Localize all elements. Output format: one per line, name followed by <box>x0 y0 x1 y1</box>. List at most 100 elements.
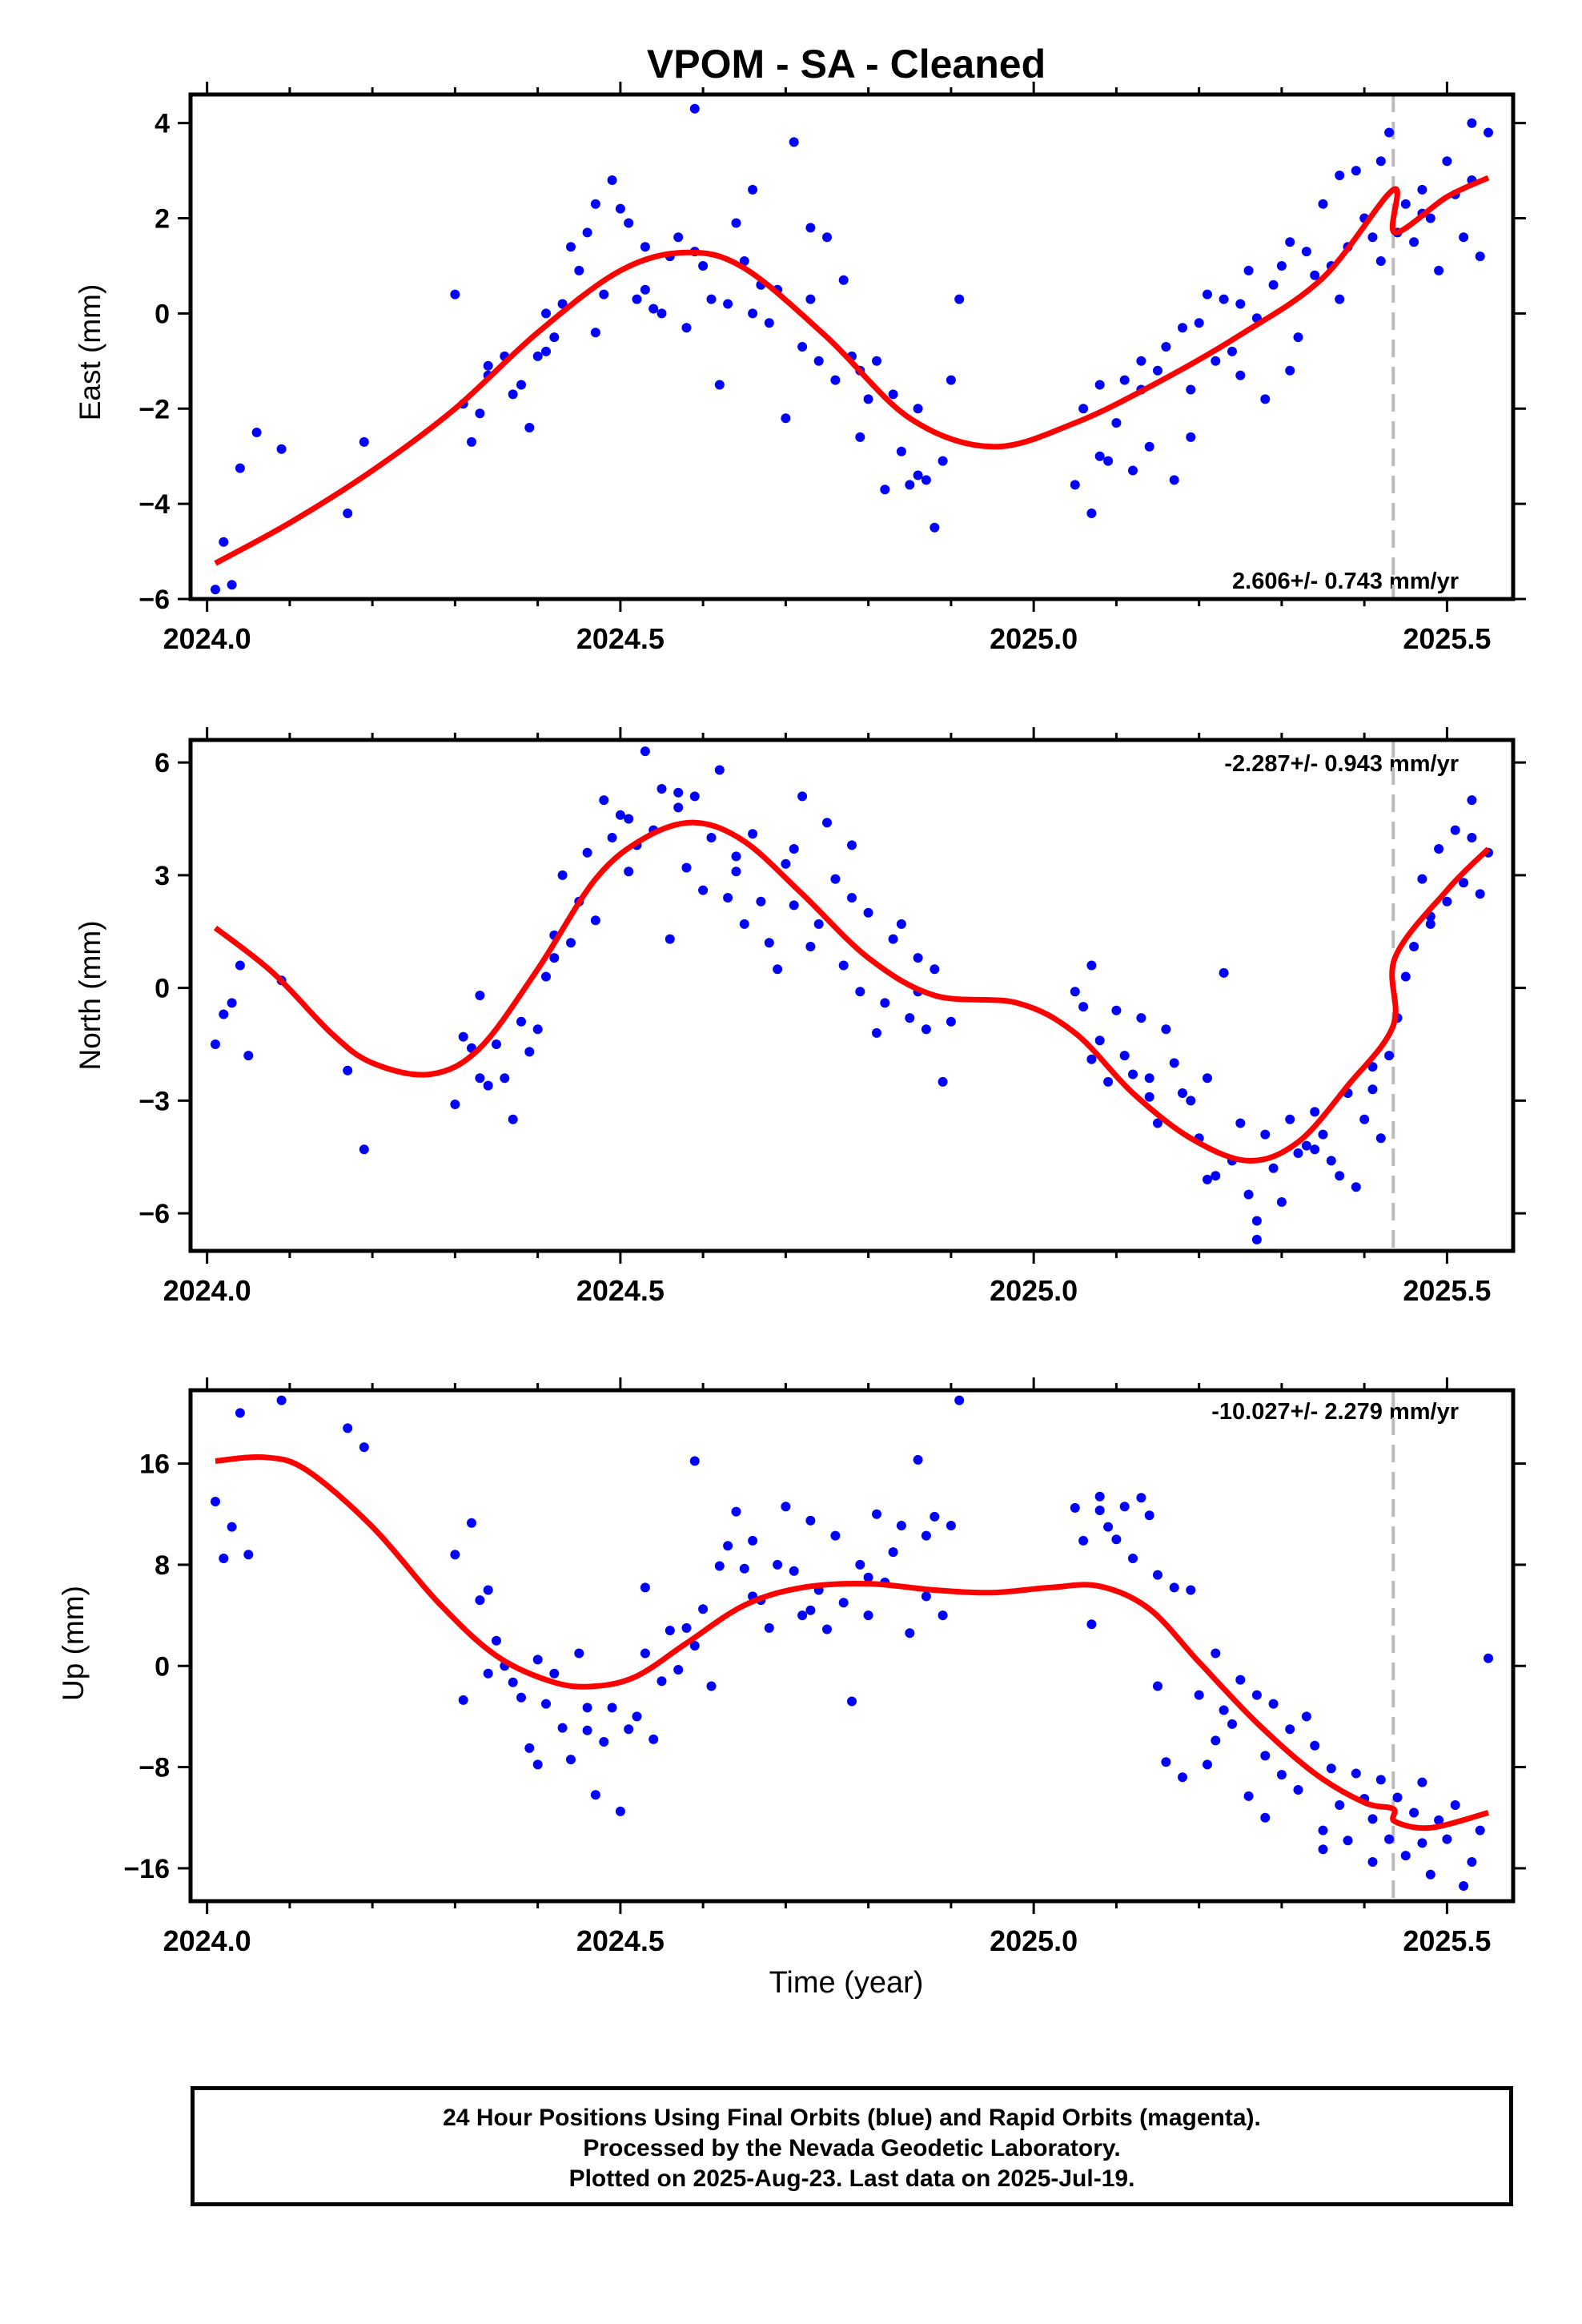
data-point <box>276 1395 287 1405</box>
x-tick-label: 2025.5 <box>1403 1924 1491 1957</box>
data-point <box>1070 480 1080 490</box>
data-point <box>1243 265 1254 275</box>
x-axis-label: Time (year) <box>769 1966 924 2000</box>
data-point <box>1161 1757 1171 1767</box>
data-point <box>706 833 717 842</box>
data-point <box>938 1610 948 1621</box>
data-point <box>1194 318 1204 328</box>
data-point <box>773 964 783 975</box>
data-point <box>1417 1777 1427 1787</box>
data-point <box>714 765 725 775</box>
data-point <box>673 787 684 798</box>
panel-east: East (mm) 2.606+/- 0.743 mm/yr <box>74 284 1459 594</box>
panel-east-ylabel: East (mm) <box>74 284 106 421</box>
data-point <box>731 218 741 228</box>
data-point <box>1136 1493 1146 1503</box>
data-point <box>632 1711 642 1722</box>
data-point <box>1243 1189 1254 1200</box>
data-point <box>946 1016 956 1027</box>
data-point <box>847 893 857 903</box>
data-point <box>1153 1570 1162 1580</box>
y-tick-label: −6 <box>139 585 170 615</box>
data-point <box>1078 1002 1089 1012</box>
data-point <box>1251 1216 1262 1226</box>
data-point <box>946 1521 956 1530</box>
data-point <box>1078 404 1089 414</box>
data-point <box>1086 1619 1097 1630</box>
data-point <box>1310 270 1320 280</box>
data-point <box>524 423 535 432</box>
data-point <box>698 261 709 271</box>
data-point <box>1227 346 1237 356</box>
data-point <box>872 1509 881 1519</box>
x-tick-label: 2025.0 <box>990 1924 1078 1957</box>
data-point <box>582 1725 592 1735</box>
data-point <box>1301 1711 1311 1722</box>
data-point <box>896 919 906 929</box>
data-point <box>838 275 849 285</box>
data-point <box>1144 1092 1154 1102</box>
data-point <box>1425 919 1435 929</box>
data-point <box>1467 1857 1477 1867</box>
data-point <box>1153 1118 1162 1128</box>
data-point <box>921 475 931 485</box>
data-point <box>863 1572 873 1582</box>
data-point <box>863 907 873 918</box>
data-point <box>1367 1814 1378 1824</box>
data-point <box>1094 1035 1105 1046</box>
data-point <box>359 1144 369 1155</box>
data-point <box>781 413 791 424</box>
data-point <box>1450 1800 1460 1810</box>
data-point <box>1235 1675 1246 1685</box>
data-point <box>1144 1510 1154 1521</box>
data-point <box>475 1595 485 1606</box>
data-point <box>1251 1690 1262 1700</box>
data-point <box>211 1039 220 1049</box>
data-point <box>921 1530 931 1541</box>
data-point <box>698 1604 709 1614</box>
data-point <box>1178 1772 1187 1783</box>
y-tick-label: 8 <box>155 1550 170 1581</box>
data-point <box>359 1442 369 1453</box>
data-point <box>880 998 890 1008</box>
data-point <box>1128 1554 1138 1563</box>
data-point <box>615 203 625 214</box>
data-point <box>1111 418 1122 428</box>
data-point <box>1459 232 1469 243</box>
data-point <box>1268 1699 1279 1709</box>
data-point <box>1251 1234 1262 1244</box>
data-point <box>1467 795 1477 806</box>
data-point <box>1484 127 1493 138</box>
y-tick-label: 4 <box>155 109 170 139</box>
data-point <box>1285 1114 1295 1124</box>
data-point <box>450 1550 460 1560</box>
data-point <box>1243 1791 1254 1801</box>
data-point <box>243 1051 254 1061</box>
data-point <box>1094 1491 1105 1502</box>
data-point <box>913 470 923 480</box>
data-point <box>508 1677 518 1687</box>
data-point <box>896 1521 906 1530</box>
data-point <box>557 299 568 309</box>
data-point <box>706 294 717 304</box>
data-point <box>847 840 857 850</box>
data-point <box>822 818 832 828</box>
data-point <box>1178 323 1187 333</box>
data-point <box>1235 370 1246 380</box>
data-point <box>1186 432 1196 442</box>
data-point <box>492 1635 501 1646</box>
data-point <box>805 223 816 233</box>
x-tick-label: 2025.0 <box>990 622 1078 655</box>
data-point <box>1326 1763 1336 1774</box>
data-point <box>590 199 600 209</box>
data-point <box>1392 1792 1403 1803</box>
data-point <box>880 485 890 495</box>
data-point <box>640 1582 650 1593</box>
data-point <box>938 456 948 466</box>
data-point <box>549 953 560 963</box>
data-point <box>632 294 642 304</box>
data-point <box>714 1561 725 1571</box>
data-point <box>549 1668 560 1679</box>
data-point <box>1425 213 1435 223</box>
data-point <box>549 332 560 343</box>
